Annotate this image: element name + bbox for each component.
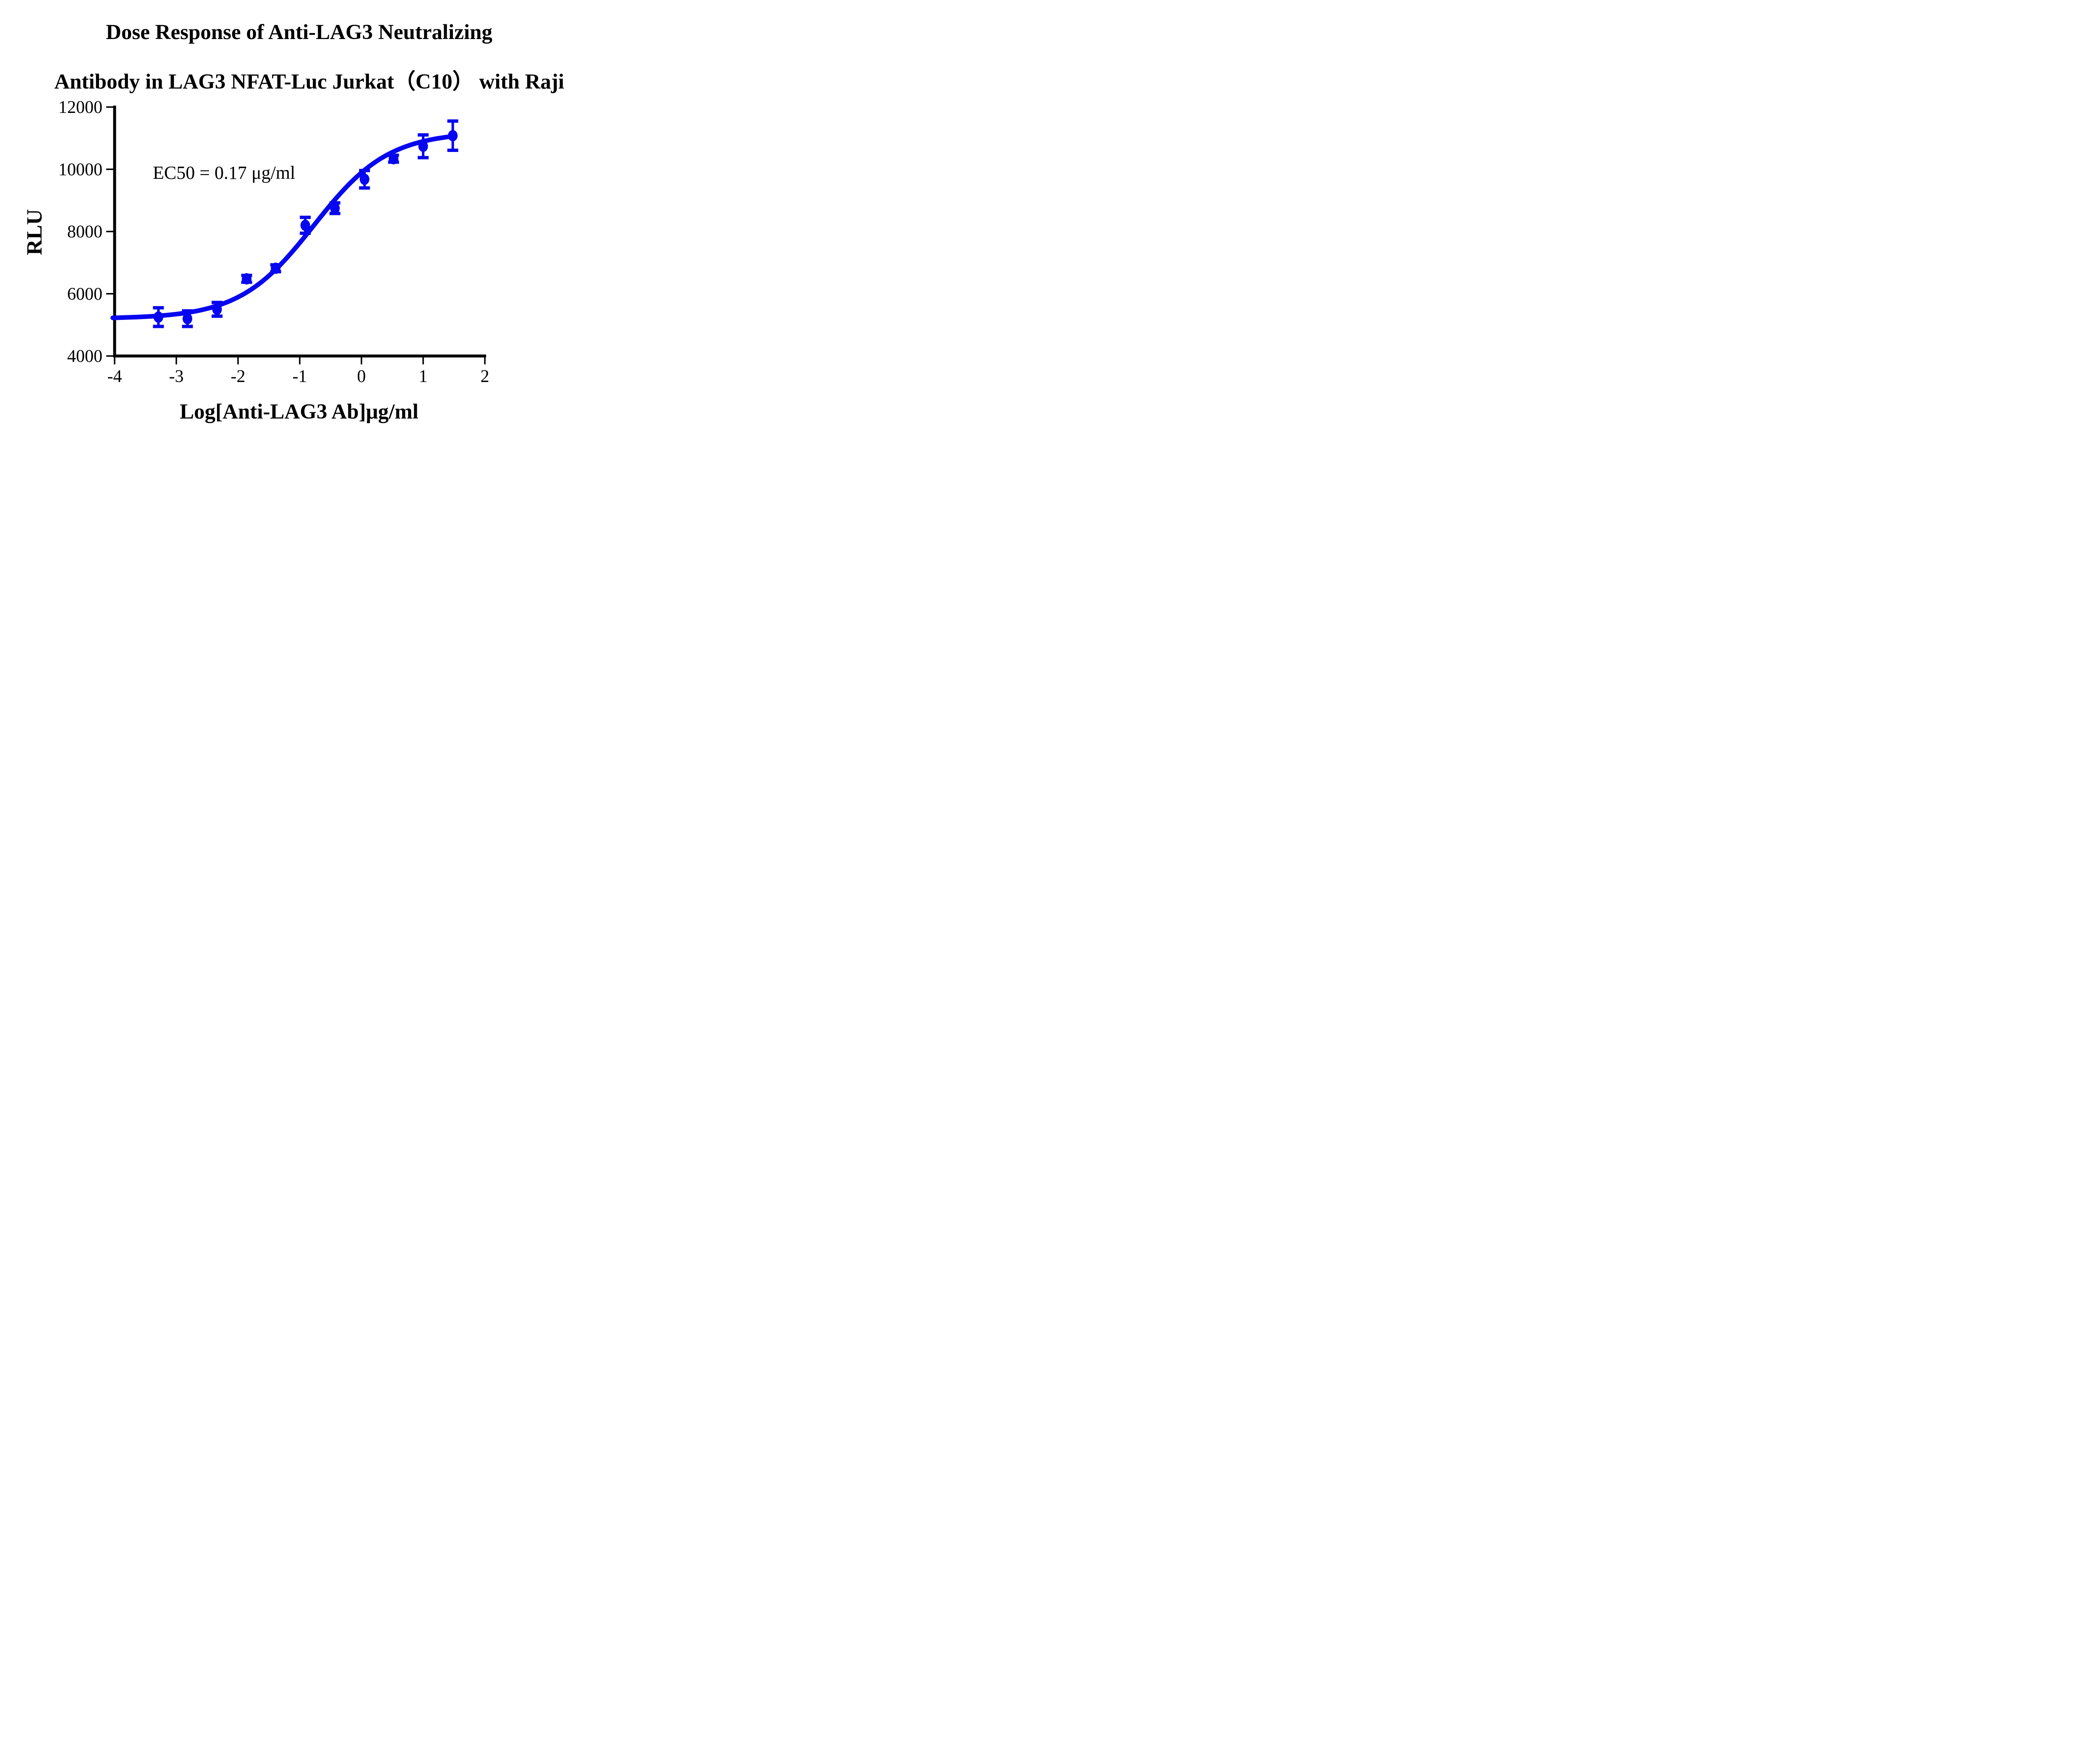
x-tick-label: 0 xyxy=(357,367,366,386)
y-tick-label: 6000 xyxy=(67,285,102,304)
plot-area: 4000 6000 8000 10000 12000 -4 -3 -2 -1 0 1 2 xyxy=(58,98,489,386)
data-point xyxy=(153,311,163,323)
fit-curve xyxy=(110,134,455,320)
x-tick-label: -3 xyxy=(169,367,184,386)
y-tick-label: 10000 xyxy=(58,160,102,179)
data-point xyxy=(300,220,310,231)
x-tick-label: 2 xyxy=(481,367,489,386)
data-point xyxy=(418,140,428,152)
data-point xyxy=(448,130,458,141)
chart-title: Dose Response of Anti-LAG3 Neutralizing … xyxy=(0,20,598,119)
chart-title-line2: Antibody in LAG3 NFAT-Luc Jurkat（C10） wi… xyxy=(54,70,564,94)
ec50-annotation: EC50 = 0.17 μg/ml xyxy=(153,162,296,183)
data-point xyxy=(271,262,281,274)
data-point xyxy=(330,202,340,214)
chart-title-line1: Dose Response of Anti-LAG3 Neutralizing xyxy=(106,21,492,44)
data-point xyxy=(242,273,252,285)
y-tick-label: 12000 xyxy=(58,98,102,117)
x-tick-label: -1 xyxy=(293,367,307,386)
x-axis-label: Log[Anti-LAG3 Ab]μg/ml xyxy=(180,400,419,424)
x-tick-label: 1 xyxy=(419,367,428,386)
data-point xyxy=(388,153,398,165)
y-tick-label: 4000 xyxy=(67,347,102,366)
x-tick-label: -2 xyxy=(231,367,246,386)
y-tick-label: 8000 xyxy=(67,222,102,242)
data-point xyxy=(212,304,222,315)
x-tick-label: -4 xyxy=(107,367,122,386)
dose-response-figure: Dose Response of Anti-LAG3 Neutralizing … xyxy=(0,0,598,441)
data-point xyxy=(182,313,192,325)
data-point xyxy=(359,173,369,185)
